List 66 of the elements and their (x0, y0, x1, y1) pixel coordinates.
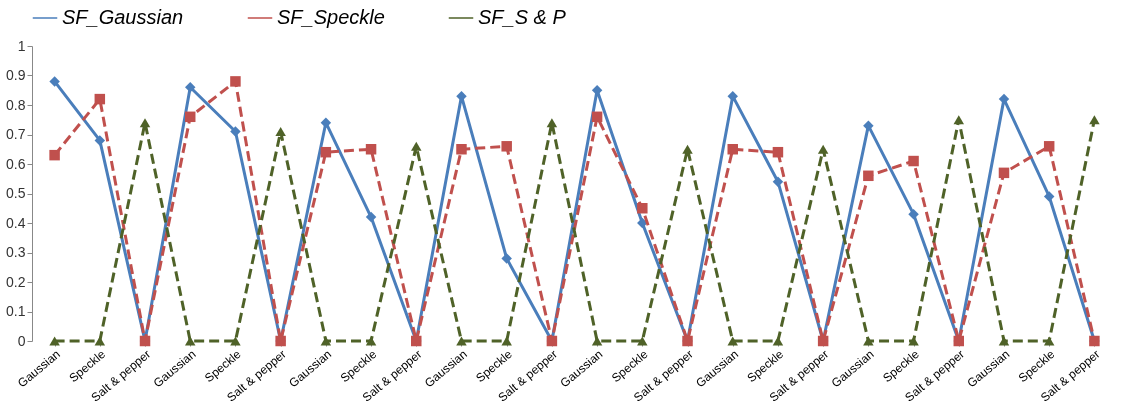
point (230, 126, 241, 137)
point (682, 144, 693, 154)
y-tick-label: 0.7 (6, 126, 26, 142)
point (727, 144, 738, 155)
legend-label: SF_Gaussian (62, 6, 184, 28)
point (772, 176, 784, 187)
point (953, 115, 965, 125)
point (230, 336, 241, 346)
point (94, 93, 106, 105)
point (365, 211, 377, 223)
point (863, 120, 874, 131)
y-tick-label: 1 (17, 37, 26, 54)
point (546, 118, 558, 128)
point (727, 336, 738, 346)
point (184, 336, 196, 346)
point (49, 149, 60, 161)
point (456, 336, 467, 346)
point (275, 127, 286, 137)
point (863, 336, 874, 346)
point (365, 144, 377, 155)
point (998, 167, 1010, 179)
point (184, 82, 196, 93)
point (320, 146, 332, 158)
point (456, 144, 467, 155)
y-tick-label: 0.1 (6, 303, 26, 319)
y-tick-label: 0.3 (6, 244, 26, 260)
point (817, 144, 829, 154)
y-tick-label: 0.6 (6, 155, 26, 172)
point (591, 111, 603, 123)
point (998, 336, 1010, 346)
y-tick-label: 0.2 (6, 273, 26, 290)
legend-label: SF_S & P (478, 6, 567, 28)
point (1089, 115, 1100, 125)
point (49, 76, 60, 87)
point (501, 253, 512, 264)
point (908, 336, 919, 346)
point (365, 336, 377, 346)
point (591, 336, 603, 346)
point (184, 111, 196, 123)
y-tick-label: 0.9 (6, 67, 26, 83)
point (1043, 191, 1055, 202)
point (908, 208, 919, 220)
point (772, 336, 784, 346)
y-tick-label: 0 (17, 332, 26, 349)
point (94, 135, 106, 146)
point (49, 336, 60, 346)
point (863, 170, 874, 182)
legend-label: SF_Speckle (277, 6, 385, 28)
point (230, 76, 241, 87)
point (772, 146, 784, 158)
point (501, 141, 512, 152)
point (411, 141, 422, 151)
point (320, 117, 332, 128)
point (727, 90, 738, 102)
point (908, 155, 919, 167)
point (501, 336, 512, 346)
point (1043, 141, 1055, 152)
point (1043, 336, 1055, 346)
y-tick-label: 0.4 (6, 214, 26, 231)
point (637, 336, 648, 346)
point (637, 203, 648, 214)
point (94, 336, 106, 346)
y-tick-label: 0.5 (6, 185, 26, 201)
y-tick-label: 0.8 (6, 96, 26, 113)
point (320, 336, 332, 346)
point (139, 118, 151, 128)
